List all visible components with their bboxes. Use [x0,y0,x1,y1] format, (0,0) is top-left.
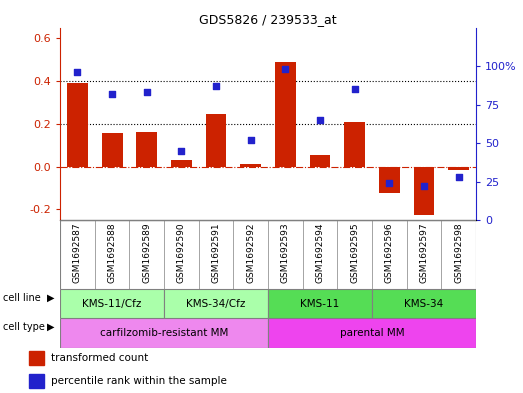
Bar [448,167,469,170]
Text: GSM1692598: GSM1692598 [454,222,463,283]
Text: GSM1692592: GSM1692592 [246,222,255,283]
Text: GSM1692591: GSM1692591 [212,222,221,283]
Text: cell line: cell line [3,293,40,303]
Text: GSM1692597: GSM1692597 [419,222,428,283]
Point [454,174,463,180]
Bar [275,62,295,167]
Bar [101,133,122,167]
Text: GSM1692593: GSM1692593 [281,222,290,283]
Text: KMS-11/Cfz: KMS-11/Cfz [83,299,142,309]
Text: GSM1692595: GSM1692595 [350,222,359,283]
Bar [344,122,365,167]
Text: GSM1692589: GSM1692589 [142,222,151,283]
Text: KMS-34/Cfz: KMS-34/Cfz [186,299,246,309]
Bar [206,114,226,167]
Point [246,137,255,143]
Text: GSM1692587: GSM1692587 [73,222,82,283]
Bar [67,83,88,167]
Bar [164,289,268,318]
Text: transformed count: transformed count [51,353,149,363]
Text: cell type: cell type [3,322,44,332]
Point [385,180,393,186]
Text: GSM1692588: GSM1692588 [108,222,117,283]
Text: carfilzomib-resistant MM: carfilzomib-resistant MM [100,328,228,338]
Bar [414,167,434,215]
Title: GDS5826 / 239533_at: GDS5826 / 239533_at [199,13,337,26]
Text: GSM1692596: GSM1692596 [385,222,394,283]
Bar [137,132,157,167]
Text: percentile rank within the sample: percentile rank within the sample [51,376,227,386]
Bar [310,155,331,167]
Bar [171,160,192,167]
Point [73,69,82,75]
Text: ▶: ▶ [47,293,54,303]
Text: KMS-11: KMS-11 [300,299,339,309]
Text: ▶: ▶ [47,322,54,332]
Bar [372,289,476,318]
Point [281,66,290,72]
Bar [29,374,44,387]
Text: GSM1692594: GSM1692594 [315,222,324,283]
Point [143,89,151,95]
Bar [60,289,164,318]
Text: GSM1692590: GSM1692590 [177,222,186,283]
Point [316,117,324,123]
Bar [241,164,261,167]
Point [108,91,116,97]
Point [177,148,186,154]
Bar [60,318,268,348]
Text: KMS-34: KMS-34 [404,299,444,309]
Text: parental MM: parental MM [339,328,404,338]
Point [350,86,359,92]
Bar [268,289,372,318]
Bar [379,167,400,193]
Point [420,183,428,189]
Bar [268,318,476,348]
Bar [29,351,44,365]
Point [212,83,220,89]
